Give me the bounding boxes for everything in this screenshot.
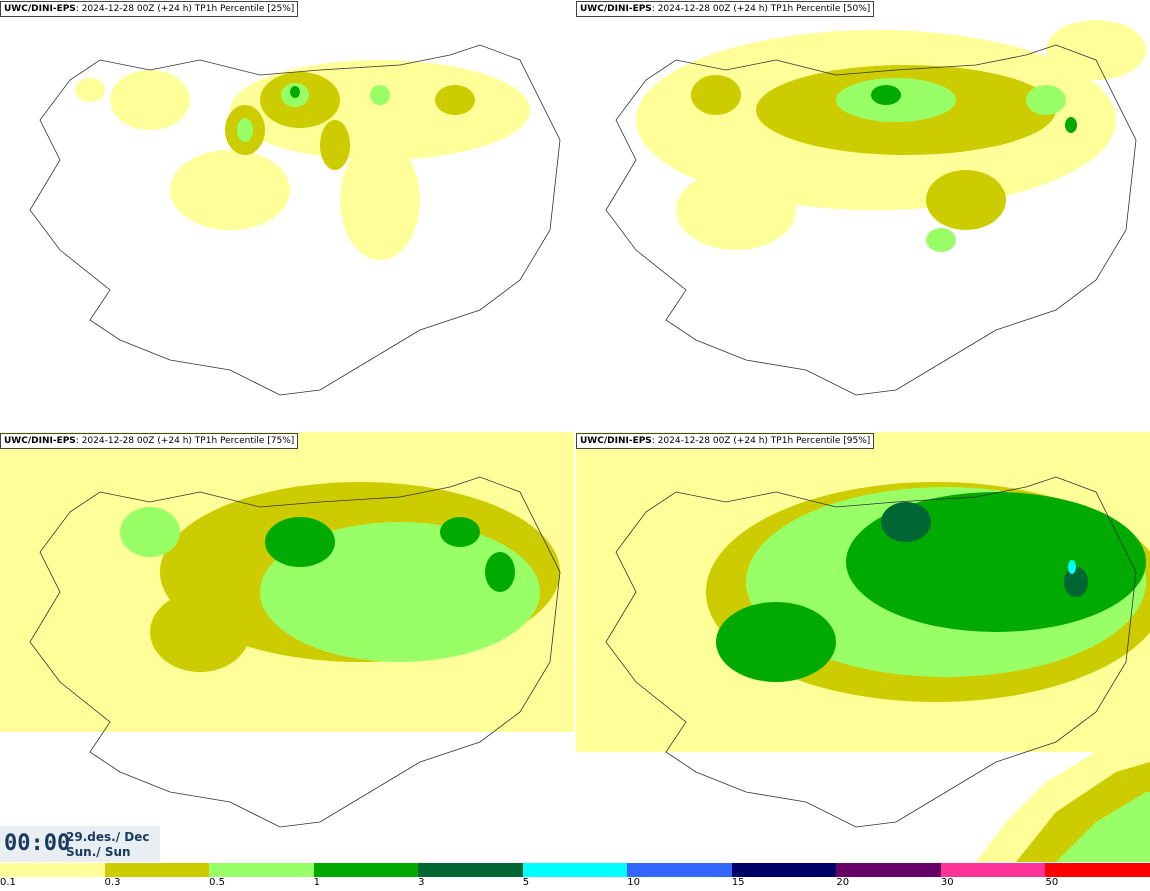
- panel-title: UWC/DINI-EPS: 2024-12-28 00Z (+24 h) TP1…: [0, 433, 299, 449]
- legend-swatch: [313, 863, 419, 877]
- legend-swatch: [0, 863, 106, 877]
- legend-swatch: [418, 863, 524, 877]
- legend-label: 50: [1045, 877, 1059, 888]
- legend-swatch: [627, 863, 733, 877]
- precip-legend: 0.1 0.3 0.5 1 3 5 10 15 20 30 50: [0, 862, 1150, 891]
- legend-swatch: [104, 863, 210, 877]
- legend-swatch: [1045, 863, 1150, 877]
- precip-map: [605, 20, 1146, 396]
- legend-label: 15: [731, 877, 745, 888]
- valid-weekday: Sun./ Sun: [66, 845, 131, 859]
- legend-swatch: [836, 863, 942, 877]
- legend-label: 10: [627, 877, 640, 888]
- legend-label: 5: [522, 877, 530, 888]
- map-panel-75: UWC/DINI-EPS: 2024-12-28 00Z (+24 h) TP1…: [0, 432, 574, 862]
- valid-time-box: 00:00 29.des./ Dec Sun./ Sun: [0, 826, 160, 862]
- valid-date: 29.des./ Dec: [66, 830, 150, 844]
- precip-map: [29, 44, 561, 396]
- legend-swatch: [522, 863, 628, 877]
- legend-label: 20: [836, 877, 850, 888]
- map-panel-95: UWC/DINI-EPS: 2024-12-28 00Z (+24 h) TP1…: [576, 432, 1150, 862]
- legend-label: 3: [418, 877, 425, 888]
- legend-label: 1: [313, 877, 320, 888]
- legend-swatch: [731, 863, 837, 877]
- panel-separator: [0, 430, 1150, 432]
- map-panel-50: UWC/DINI-EPS: 2024-12-28 00Z (+24 h) TP1…: [576, 0, 1150, 430]
- map-panel-25: UWC/DINI-EPS: 2024-12-28 00Z (+24 h) TP1…: [0, 0, 574, 430]
- panel-title: UWC/DINI-EPS: 2024-12-28 00Z (+24 h) TP1…: [576, 1, 875, 17]
- legend-swatch: [940, 863, 1046, 877]
- legend-label: 0.1: [0, 877, 16, 888]
- precip-map: [0, 432, 574, 828]
- valid-time: 00:00: [4, 831, 71, 856]
- panel-title: UWC/DINI-EPS: 2024-12-28 00Z (+24 h) TP1…: [0, 1, 299, 17]
- legend-swatch: [209, 863, 315, 877]
- legend-label: 0.3: [104, 877, 121, 888]
- legend-label: 30: [940, 877, 954, 888]
- legend-label: 0.5: [209, 877, 225, 888]
- precip-map: [576, 432, 1150, 862]
- panel-title: UWC/DINI-EPS: 2024-12-28 00Z (+24 h) TP1…: [576, 433, 875, 449]
